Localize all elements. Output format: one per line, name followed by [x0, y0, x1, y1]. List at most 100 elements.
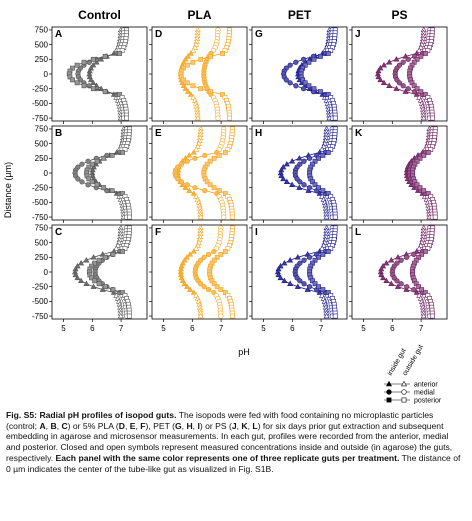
caption-label: Fig. S5: [6, 410, 38, 420]
data-point [417, 155, 423, 161]
x-tick-label: 5 [61, 324, 66, 333]
data-point [383, 259, 390, 266]
data-point [281, 259, 288, 266]
data-point [122, 147, 128, 152]
data-point [287, 257, 294, 263]
data-point [202, 188, 208, 194]
data-point [225, 147, 231, 152]
data-point [301, 281, 307, 287]
y-tick-label: -750 [32, 213, 49, 222]
panel-letter: E [155, 128, 162, 139]
data-point [211, 155, 217, 161]
series-line [377, 29, 425, 119]
data-point [396, 80, 403, 86]
data-point [221, 214, 227, 220]
data-point [223, 249, 228, 254]
data-point [187, 91, 194, 97]
data-point [423, 290, 428, 295]
data-point [90, 56, 96, 62]
data-point [70, 65, 75, 71]
data-point [277, 274, 284, 281]
data-point [423, 92, 428, 97]
data-point [182, 85, 189, 91]
data-point [78, 259, 85, 266]
data-point [307, 185, 313, 191]
data-point [404, 284, 410, 290]
data-point [93, 160, 100, 167]
data-point [283, 77, 289, 83]
data-point [287, 80, 293, 86]
legend-marker-filled [385, 380, 393, 387]
data-point [225, 246, 231, 251]
data-point [413, 289, 420, 295]
series-line [74, 227, 122, 317]
data-point [198, 86, 204, 92]
data-point [421, 152, 427, 158]
y-tick-label: 250 [35, 154, 49, 163]
y-tick-label: -500 [32, 198, 49, 207]
data-point [208, 53, 213, 59]
panel-frame [51, 26, 148, 122]
y-tick-label: 0 [44, 169, 49, 178]
data-point [380, 274, 387, 281]
caption-bold2: Each panel with the same color represent… [55, 452, 400, 463]
caption-text2: ) or 5% PLA ( [67, 420, 119, 431]
data-point [375, 73, 382, 80]
panel-g: G [249, 26, 348, 124]
data-point [220, 51, 225, 56]
data-point [316, 185, 321, 191]
data-point [312, 257, 318, 263]
data-point [92, 278, 97, 284]
data-point [320, 152, 326, 158]
column-title: PS [391, 8, 407, 22]
data-point [75, 176, 81, 182]
data-point [429, 115, 435, 121]
data-point [423, 51, 428, 56]
panel-letter: D [155, 29, 162, 40]
data-point [307, 155, 313, 161]
data-point [400, 59, 406, 65]
data-point [184, 88, 191, 94]
series-anterior [72, 224, 124, 319]
y-tick-label: 0 [44, 268, 49, 277]
data-point [413, 91, 420, 97]
data-point [311, 86, 317, 92]
data-point [307, 284, 313, 290]
data-point [187, 50, 194, 56]
data-point [328, 246, 334, 251]
data-point [289, 158, 296, 164]
data-point [411, 83, 417, 89]
data-point [418, 53, 424, 59]
panel-b: B 750 500 250 0 -250 -500 -750 [32, 125, 148, 223]
data-point [388, 257, 395, 263]
x-tick-label: 6 [190, 324, 195, 333]
y-tick-label: 750 [35, 26, 49, 35]
panel-letter: A [55, 29, 62, 40]
caption-ref-a: A [39, 420, 46, 431]
data-point [411, 287, 417, 293]
series-medial [201, 27, 221, 121]
data-point [192, 155, 198, 161]
x-tick-label: 7 [219, 324, 224, 333]
data-point [320, 251, 326, 257]
data-point [74, 262, 81, 269]
data-point [204, 179, 210, 185]
data-point [312, 158, 318, 164]
data-point [318, 89, 323, 95]
legend-marker-filled [386, 389, 392, 395]
data-point [289, 181, 296, 187]
data-point [277, 262, 284, 269]
data-point [323, 312, 330, 319]
data-point [127, 214, 132, 220]
data-point [300, 56, 307, 62]
data-point [311, 56, 317, 62]
series-medial [392, 27, 433, 121]
data-point [211, 248, 217, 255]
series-medial [192, 225, 224, 319]
data-point [296, 155, 303, 161]
data-point [223, 191, 228, 196]
data-point [181, 280, 188, 286]
data-point [283, 160, 290, 167]
legend-marker-open [401, 389, 407, 395]
data-point [325, 290, 331, 295]
